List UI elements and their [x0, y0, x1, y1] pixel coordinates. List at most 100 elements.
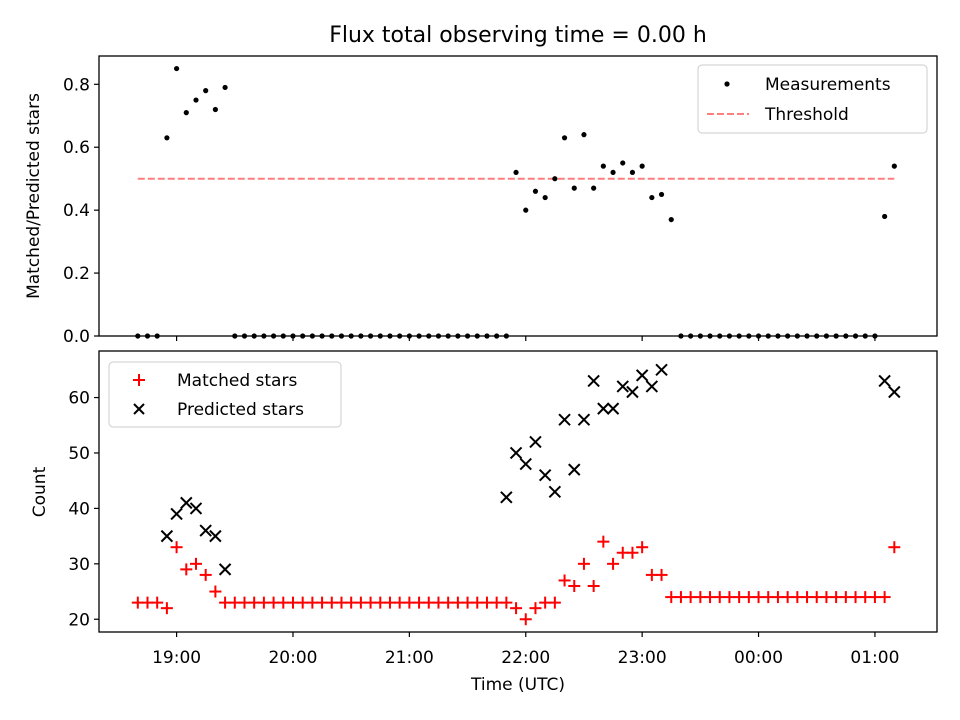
measurement-point [862, 333, 868, 339]
measurement-point [823, 333, 830, 339]
predicted-star-point [538, 468, 552, 482]
predicted-star-point [529, 435, 542, 449]
bottom-y-tick-label: 60 [68, 389, 90, 409]
matched-star-point [180, 563, 193, 576]
bottom-x-axis: 19:00 20:00 21:00 22:00 23:00 00:00 01:00 [152, 632, 899, 668]
predicted-star-point [587, 374, 600, 388]
measurement-point [736, 333, 742, 339]
x-tick-label: 21:00 [385, 648, 434, 668]
measurement-point [649, 194, 655, 201]
measurement-point [561, 135, 568, 141]
measurement-point [668, 216, 674, 223]
measurement-point [445, 333, 451, 339]
predicted-star-point [189, 502, 203, 515]
measurement-point [212, 106, 218, 113]
measurement-point [629, 169, 636, 176]
measurement-point [532, 188, 539, 194]
measurement-point [193, 97, 199, 103]
measurement-point [484, 333, 490, 339]
measurement-point [348, 333, 354, 339]
measurement-point [814, 333, 820, 339]
predicted-star-point [577, 413, 591, 426]
predicted-star-point [655, 363, 668, 377]
measurement-point [852, 333, 859, 339]
measurement-point [726, 333, 733, 339]
bottom-y-tick-label: 20 [68, 610, 90, 630]
bottom-y-axis: 20 30 40 50 60 [68, 389, 99, 630]
bottom-y-tick-label: 50 [68, 444, 90, 464]
matched-star-point [209, 585, 222, 598]
measurement-point [387, 333, 393, 339]
measurement-point [474, 333, 480, 339]
measurement-point [222, 84, 228, 91]
measurement-point [765, 333, 771, 339]
measurement-point [135, 333, 141, 339]
measurement-point [426, 333, 432, 339]
measurement-point [872, 333, 878, 339]
predicted-star-point [509, 446, 523, 460]
matched-star-point [189, 557, 202, 570]
bottom-legend-box [108, 361, 342, 428]
matched-star-point [548, 596, 561, 609]
measurement-point [164, 135, 170, 141]
measurement-point [406, 333, 412, 339]
measurement-point [794, 333, 800, 339]
predicted-star-point [616, 380, 629, 393]
measurement-point [755, 333, 762, 339]
measurement-point [232, 333, 238, 339]
matched-star-point [170, 541, 183, 554]
matched-star-point [151, 596, 164, 609]
predicted-star-point [878, 374, 891, 388]
measurement-point [261, 333, 267, 339]
measurement-point [620, 160, 626, 166]
measurement-point [241, 333, 248, 339]
x-tick-label: 22:00 [501, 648, 550, 668]
predicted-star-point [519, 457, 532, 471]
measurement-point [144, 333, 151, 339]
top-y-tick-label: 0.0 [63, 327, 90, 347]
measurement-point [882, 213, 888, 220]
matched-star-point [500, 596, 513, 609]
legend-threshold-label: Threshold [764, 105, 849, 125]
measurement-point [494, 333, 500, 339]
bottom-y-tick-label: 30 [68, 555, 90, 575]
predicted-star-point [209, 529, 222, 543]
measurement-point [358, 333, 364, 339]
matched-star-point [160, 602, 173, 615]
x-tick-label: 20:00 [268, 648, 317, 668]
chart-title: Flux total observing time = 0.00 h [329, 23, 707, 48]
measurement-point [542, 194, 548, 201]
predicted-star-point [180, 496, 193, 510]
predicted-star-point [888, 385, 901, 399]
top-y-axis: 0.0 0.2 0.4 0.6 0.8 [63, 75, 99, 347]
measurement-point [300, 333, 306, 339]
matched-star-point [558, 574, 571, 587]
measurement-point [678, 333, 684, 339]
matched-star-point [577, 557, 590, 570]
x-tick-label: 19:00 [152, 648, 201, 668]
predicted-star-point [568, 463, 581, 476]
measurement-point [154, 333, 160, 339]
measurement-point [455, 333, 461, 339]
matched-star-point [636, 541, 649, 554]
measurement-point [639, 163, 645, 169]
measurement-point [785, 333, 791, 339]
measurement-point [833, 333, 839, 339]
top-legend: Measurements Threshold [697, 64, 928, 134]
top-plot-series [135, 65, 897, 339]
matched-star-point [626, 546, 639, 559]
measurement-point [571, 185, 577, 191]
matched-star-point [529, 602, 542, 615]
legend-measurements-marker [724, 81, 730, 87]
predicted-star-point [218, 563, 232, 576]
matched-star-point [587, 579, 600, 592]
measurement-point [600, 163, 606, 169]
matched-star-point [519, 613, 532, 626]
predicted-star-point [597, 402, 610, 415]
measurement-point [610, 169, 616, 176]
predicted-star-point [635, 369, 649, 382]
matched-star-point [607, 557, 620, 570]
top-plot-frame [98, 55, 938, 337]
top-y-tick-label: 0.8 [63, 75, 90, 95]
